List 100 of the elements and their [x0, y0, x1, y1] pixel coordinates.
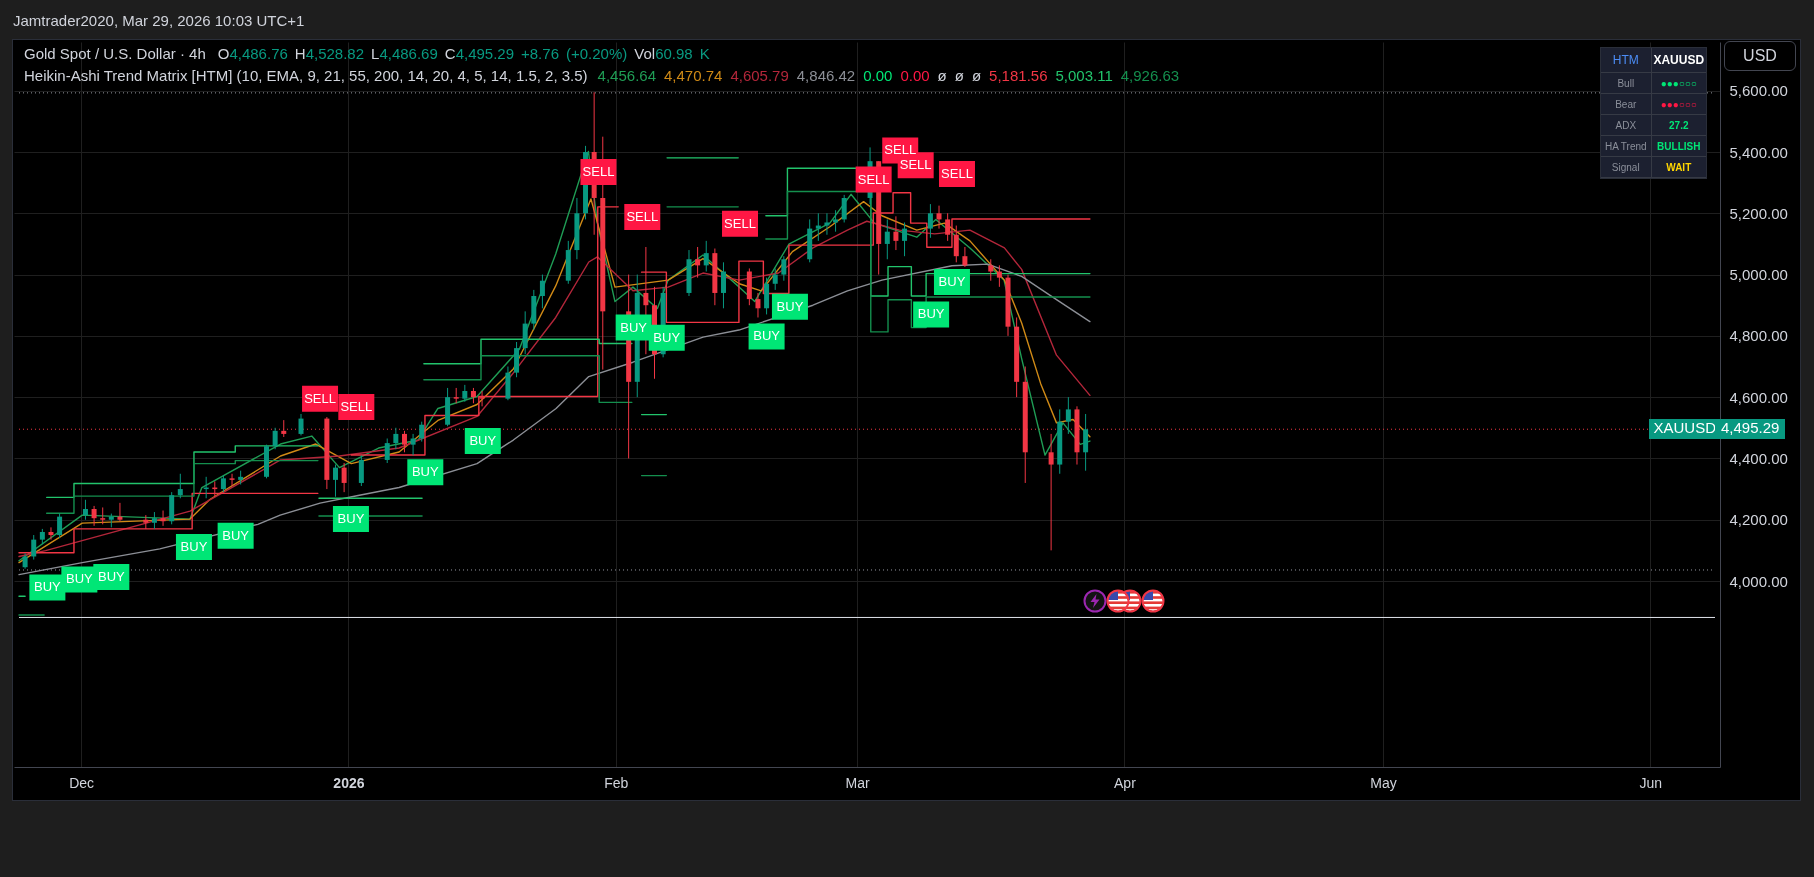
- text: Jamtrader2020, Mar 29, 2026 10:03 UTC+1: [13, 11, 305, 31]
- candlestick: [539, 274, 545, 309]
- text: BUY: [469, 432, 497, 448]
- x-tick-label: Feb: [604, 774, 629, 791]
- text: ●●●○○○: [1660, 77, 1697, 89]
- text: 27.2: [1669, 119, 1689, 131]
- annotation: Heikin-Ashi Trend Matrix [HTM] (10, EMA, 9, 21, 55, 200, 14, 20, 4, 5, 14, 1.5, 2, 3.5): [24, 67, 588, 84]
- candlestick: [401, 430, 407, 453]
- candlestick: [945, 212, 951, 242]
- candlestick: [1083, 413, 1089, 472]
- candlestick: [333, 464, 338, 498]
- text: O4,486.76 H4,528.82 L4,486.69 C4,495.29 +8.76 (+0.20%) Vol60.98 K: [217, 45, 710, 62]
- candlestick: [902, 221, 908, 257]
- y-tick-label: 4,600.00: [1729, 388, 1788, 406]
- candlestick: [384, 438, 390, 464]
- y-tick-label: 4,800.00: [1729, 327, 1788, 345]
- text: ●●●○○○: [1660, 98, 1697, 110]
- candlestick: [781, 255, 787, 282]
- candlestick: [893, 215, 899, 251]
- candlestick: [772, 267, 778, 291]
- candlestick: [48, 526, 54, 541]
- candlestick: [91, 505, 97, 527]
- candlestick: [755, 292, 761, 318]
- candlestick: [996, 264, 1002, 288]
- candlestick: [695, 246, 701, 279]
- y-tick-label: 5,600.00: [1729, 82, 1788, 100]
- text: SELL: [304, 390, 336, 406]
- text: 4,456.64 4,470.74 4,605.79 4,846.42 0.00 0.00 ø ø ø 5,181.56 5,003.11 4,926.63: [597, 67, 1180, 84]
- x-tick-label: May: [1370, 774, 1397, 791]
- candlestick: [479, 390, 485, 407]
- category-label: ADX: [1615, 119, 1637, 131]
- candlestick: [953, 225, 959, 263]
- currency-button: USD: [1724, 41, 1796, 71]
- candlestick: [1048, 433, 1054, 551]
- x-tick-label: Mar: [845, 774, 871, 791]
- x-tick-label: Apr: [1114, 774, 1137, 791]
- chart-title: Gold Spot / U.S. Dollar · 4h: [24, 45, 206, 62]
- category-label: HA Trend: [1604, 140, 1647, 152]
- y-tick-label: 5,400.00: [1729, 143, 1788, 161]
- x-tick-label: 2026: [333, 774, 365, 791]
- text: SELL: [724, 215, 756, 231]
- candlestick: [117, 502, 123, 522]
- candlestick: [57, 513, 63, 539]
- candlestick: [229, 473, 235, 487]
- annotation: 4,495.29: [1715, 419, 1786, 440]
- candlestick: [419, 421, 425, 443]
- text: BUY: [180, 538, 208, 554]
- text: BUY: [653, 329, 681, 345]
- text: SELL: [884, 142, 917, 158]
- text: BULLISH: [1657, 140, 1701, 152]
- text: BUY: [938, 273, 966, 289]
- series-label: BUY: [34, 579, 62, 595]
- text: XAUUSD: [1653, 53, 1705, 67]
- candlestick: [177, 473, 183, 499]
- text: SELL: [941, 166, 973, 182]
- text: BUY: [753, 328, 780, 344]
- candlestick: [927, 203, 933, 239]
- text: BUY: [620, 319, 648, 335]
- candlestick: [298, 413, 304, 436]
- text: HTM: [1612, 53, 1639, 67]
- candlestick: [410, 433, 416, 456]
- text: BUY: [337, 511, 365, 527]
- candlestick: [815, 212, 821, 242]
- candlestick: [824, 212, 830, 236]
- text: BUY: [97, 569, 125, 585]
- x-tick-label: Jun: [1639, 774, 1663, 791]
- text: WAIT: [1666, 161, 1692, 173]
- candlestick: [272, 427, 278, 450]
- y-axis-title: USD: [1742, 47, 1778, 65]
- candlestick: [884, 218, 890, 260]
- candlestick: [720, 261, 726, 309]
- text: BUY: [222, 527, 249, 543]
- text: BUY: [65, 571, 93, 587]
- candlestick: [833, 209, 839, 233]
- candlestick: [1065, 396, 1071, 435]
- candlestick: [341, 462, 347, 493]
- text: BUY: [776, 298, 804, 314]
- candlestick: [31, 534, 37, 561]
- category-label: Bear: [1615, 98, 1637, 110]
- text: SELL: [857, 171, 890, 187]
- candlestick: [703, 240, 709, 273]
- candlestick: [393, 427, 399, 450]
- ref-line-label: XAUUSD: [1649, 419, 1720, 440]
- series-label: SELL: [899, 157, 932, 173]
- text: BUY: [917, 306, 945, 322]
- x-tick-label: Dec: [69, 774, 95, 791]
- candlestick: [988, 258, 994, 282]
- candlestick: [358, 454, 364, 487]
- category-label: Signal: [1611, 161, 1640, 173]
- candlestick: [962, 246, 968, 268]
- candlestick: [936, 205, 942, 230]
- category-label: Bull: [1617, 77, 1635, 89]
- candlestick: [160, 510, 166, 527]
- y-tick-label: 4,200.00: [1729, 511, 1788, 529]
- y-tick-label: 4,000.00: [1729, 572, 1788, 590]
- text: BUY: [411, 464, 439, 480]
- text: SELL: [582, 163, 615, 179]
- y-tick-label: 5,200.00: [1729, 204, 1788, 222]
- y-tick-label: 5,000.00: [1729, 266, 1788, 284]
- candlestick: [841, 194, 847, 223]
